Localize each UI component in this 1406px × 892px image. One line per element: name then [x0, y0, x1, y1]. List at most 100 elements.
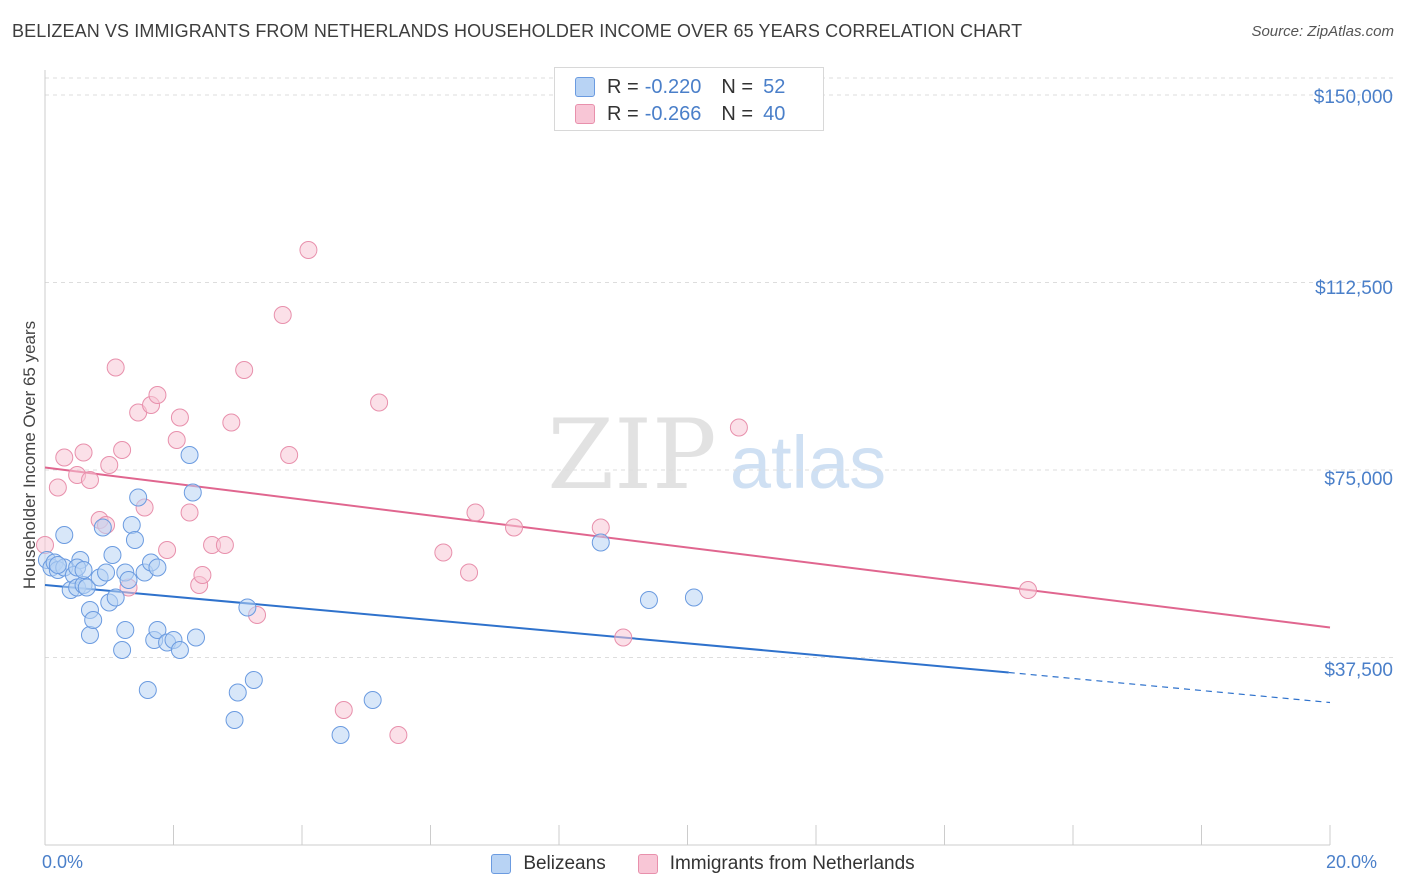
source-credit: Source: ZipAtlas.com: [1251, 23, 1394, 40]
point-netherlands: [299, 241, 318, 259]
point-netherlands: [48, 478, 67, 497]
point-belizeans: [74, 561, 93, 579]
trend-line-belizeans: [44, 584, 1009, 674]
legend-row-belizeans: R = -0.220 N = 52: [575, 74, 785, 100]
point-belizeans: [84, 611, 103, 629]
legend-label-belizeans: Belizeans: [523, 853, 606, 874]
trend-line-belizeans-extension: [1008, 671, 1331, 704]
point-belizeans: [77, 578, 96, 597]
point-netherlands: [193, 566, 212, 584]
data-points: [36, 241, 1038, 744]
series-legend: Belizeans Immigrants from Netherlands: [0, 851, 1406, 877]
point-belizeans: [363, 691, 382, 709]
trend-line-netherlands: [44, 466, 1331, 629]
point-belizeans: [331, 726, 350, 744]
watermark-atlas: atlas: [730, 421, 886, 504]
point-netherlands: [1019, 581, 1038, 599]
point-netherlands: [591, 518, 610, 537]
point-netherlands: [222, 413, 241, 432]
y-tick-label: $112,500: [1315, 278, 1393, 299]
legend-n-value: 52: [763, 75, 786, 98]
point-netherlands: [466, 503, 485, 522]
legend-item-belizeans[interactable]: Belizeans: [491, 853, 606, 875]
point-belizeans: [122, 516, 141, 534]
x-tick-label-min: 0.0%: [42, 852, 84, 872]
point-netherlands: [460, 563, 479, 582]
point-netherlands: [106, 358, 125, 377]
point-belizeans: [186, 628, 205, 647]
watermark-zip: ZIP: [547, 399, 716, 511]
point-belizeans: [93, 518, 112, 537]
point-belizeans: [180, 446, 199, 464]
point-belizeans: [138, 681, 157, 699]
point-belizeans: [148, 621, 167, 639]
point-netherlands: [36, 536, 54, 554]
point-netherlands: [100, 456, 119, 474]
legend-r-label: R =: [607, 102, 639, 125]
trend-lines: [44, 466, 1331, 704]
legend-swatch-blue: [575, 77, 595, 97]
chart-title: BELIZEAN VS IMMIGRANTS FROM NETHERLANDS …: [12, 21, 1023, 41]
legend-n-label: N =: [721, 75, 754, 98]
watermark: ZIP atlas: [547, 399, 886, 511]
point-netherlands: [215, 536, 234, 554]
point-belizeans: [129, 488, 148, 507]
point-belizeans: [106, 588, 125, 607]
point-belizeans: [125, 531, 144, 549]
point-netherlands: [614, 628, 633, 647]
point-netherlands: [235, 361, 254, 379]
point-netherlands: [158, 541, 177, 559]
legend-r-value: -0.266: [644, 102, 702, 125]
point-belizeans: [80, 626, 99, 644]
point-belizeans: [684, 588, 703, 607]
point-belizeans: [113, 641, 132, 659]
legend-n-label: N =: [721, 102, 754, 125]
point-belizeans: [148, 558, 167, 577]
point-belizeans: [116, 621, 135, 639]
legend-label-netherlands: Immigrants from Netherlands: [669, 853, 915, 874]
point-belizeans: [228, 683, 247, 702]
point-netherlands: [370, 393, 389, 412]
point-netherlands: [505, 518, 524, 537]
point-netherlands: [148, 386, 167, 404]
point-netherlands: [113, 441, 132, 459]
point-netherlands: [170, 408, 189, 427]
legend-r-label: R =: [607, 75, 639, 98]
point-belizeans: [97, 563, 116, 582]
legend-item-netherlands[interactable]: Immigrants from Netherlands: [637, 853, 915, 875]
point-belizeans: [591, 533, 610, 552]
correlation-legend: R = -0.220 N = 52 R = -0.266 N = 40: [554, 67, 824, 131]
legend-n-value: 40: [763, 102, 786, 125]
point-belizeans: [238, 598, 257, 617]
point-belizeans: [103, 546, 122, 564]
point-belizeans: [183, 483, 202, 502]
y-tick-label: $75,000: [1324, 469, 1393, 490]
x-tick-label-max: 20.0%: [1326, 852, 1378, 872]
point-netherlands: [80, 471, 99, 489]
point-belizeans: [225, 711, 244, 729]
y-tick-label: $150,000: [1313, 87, 1393, 108]
point-netherlands: [280, 446, 299, 464]
point-netherlands: [74, 443, 93, 462]
point-belizeans: [119, 571, 138, 589]
point-netherlands: [729, 418, 748, 437]
point-belizeans: [48, 556, 67, 574]
point-belizeans: [55, 526, 74, 544]
point-netherlands: [334, 701, 353, 719]
point-belizeans: [639, 591, 658, 609]
legend-swatch-blue: [491, 854, 512, 874]
point-netherlands: [389, 726, 408, 744]
point-netherlands: [273, 306, 292, 324]
legend-swatch-pink: [575, 104, 595, 124]
point-belizeans: [170, 641, 189, 659]
axes: [44, 70, 1331, 846]
legend-row-netherlands: R = -0.266 N = 40: [575, 101, 785, 127]
y-tick-label: $37,500: [1324, 660, 1393, 681]
legend-swatch-pink: [637, 854, 658, 874]
point-belizeans: [244, 671, 263, 689]
point-netherlands: [55, 448, 74, 467]
point-netherlands: [180, 503, 199, 522]
point-netherlands: [434, 543, 453, 562]
